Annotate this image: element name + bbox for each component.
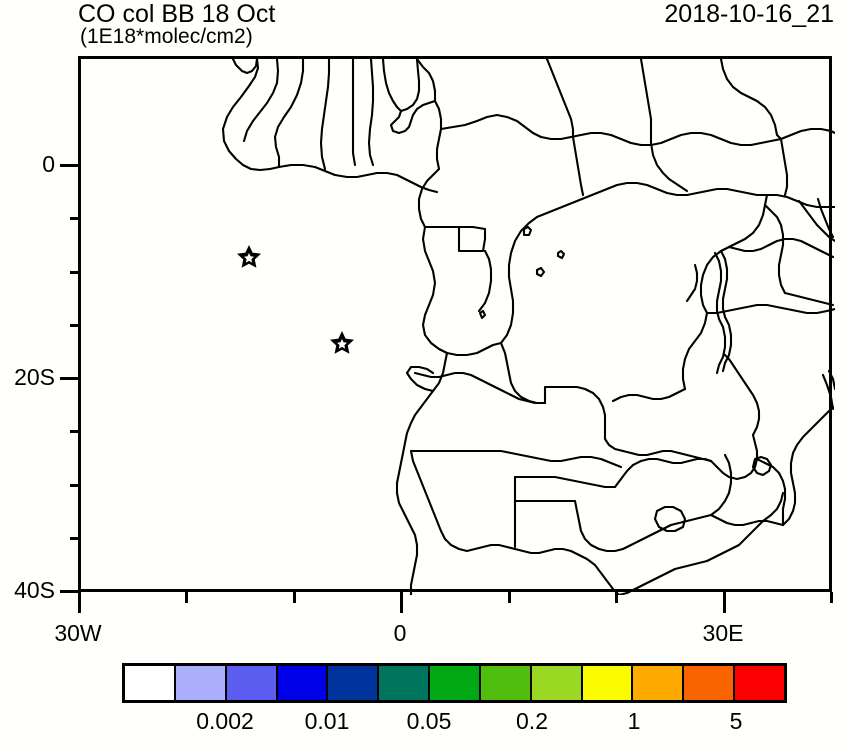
x-tick-minor-40e bbox=[830, 592, 833, 603]
y-tick-major-20s bbox=[60, 377, 81, 380]
colorbar-swatch-8 bbox=[531, 666, 583, 700]
page-title: CO col BB 18 Oct bbox=[78, 0, 276, 28]
y-tick-major-0 bbox=[60, 164, 81, 167]
x-axis-label-30w: 30W bbox=[54, 620, 102, 646]
colorbar-swatch-2 bbox=[226, 666, 278, 700]
colorbar-tick-3: 0.2 bbox=[516, 708, 548, 734]
colorbar-swatch-7 bbox=[480, 666, 532, 700]
timestamp-label: 2018-10-16_21 bbox=[664, 0, 834, 28]
x-tick-minor-10w bbox=[293, 592, 296, 603]
colorbar-tick-0: 0.002 bbox=[196, 708, 254, 734]
colorbar-swatch-5 bbox=[379, 666, 431, 700]
colorbar-tick-5: 5 bbox=[729, 708, 743, 734]
x-axis-label-0: 0 bbox=[393, 620, 407, 646]
y-tick-minor-35s bbox=[70, 537, 81, 540]
x-tick-major-30e bbox=[723, 592, 726, 613]
colorbar-swatch-0 bbox=[125, 666, 176, 700]
x-tick-minor-10e bbox=[508, 592, 511, 603]
colorbar-swatch-3 bbox=[277, 666, 329, 700]
y-axis-label-40s: 40S bbox=[14, 577, 55, 603]
y-axis-label-0: 0 bbox=[42, 151, 55, 177]
x-tick-major-0 bbox=[400, 592, 403, 613]
y-tick-minor-5s bbox=[70, 217, 81, 220]
x-tick-minor-20w bbox=[185, 592, 188, 603]
colorbar-tick-1: 0.01 bbox=[304, 708, 350, 734]
x-axis-label-30e: 30E bbox=[702, 620, 744, 646]
colorbar-tick-2: 0.05 bbox=[406, 708, 452, 734]
y-tick-minor-30s bbox=[70, 484, 81, 487]
colorbar-swatch-9 bbox=[582, 666, 634, 700]
map-plot-area bbox=[78, 56, 835, 595]
units-label: (1E18*molec/cm2) bbox=[80, 25, 253, 48]
marker-layer bbox=[237, 245, 354, 354]
colorbar-swatch-4 bbox=[328, 666, 380, 700]
colorbar bbox=[122, 663, 787, 703]
colorbar-swatch-11 bbox=[684, 666, 736, 700]
colorbar-swatch-12 bbox=[735, 666, 784, 700]
colorbar-tick-4: 1 bbox=[627, 708, 641, 734]
x-tick-major-30w bbox=[78, 592, 81, 613]
y-tick-minor-25s bbox=[70, 430, 81, 433]
y-tick-major-40s bbox=[60, 590, 81, 593]
map-coastlines bbox=[221, 59, 835, 595]
y-tick-minor-10s bbox=[70, 271, 81, 274]
colorbar-swatch-6 bbox=[430, 666, 481, 700]
colorbar-swatch-1 bbox=[175, 666, 227, 700]
y-tick-minor-15s bbox=[70, 324, 81, 327]
x-tick-minor-20e bbox=[615, 592, 618, 603]
colorbar-swatch-10 bbox=[633, 666, 685, 700]
y-axis-label-20s: 20S bbox=[14, 364, 55, 390]
